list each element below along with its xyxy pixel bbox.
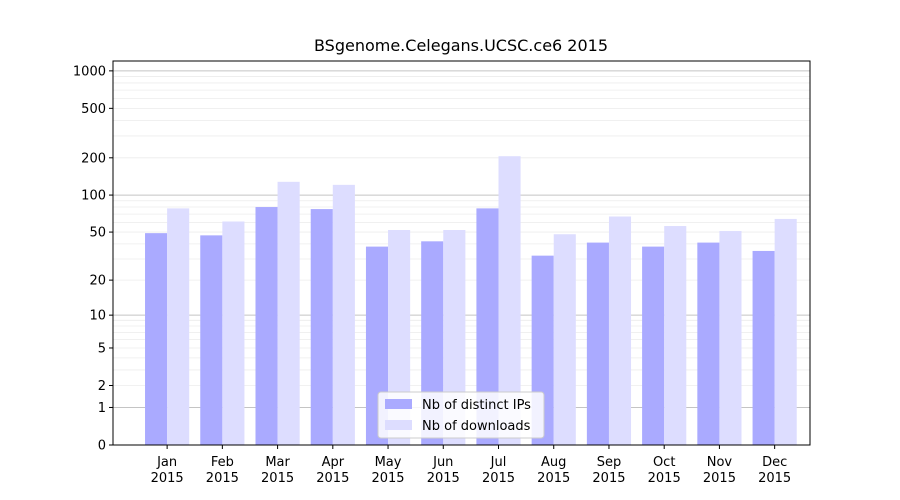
bar-distinct-ips — [476, 208, 499, 445]
x-axis: Jan2015Feb2015Mar2015Apr2015May2015Jun20… — [151, 445, 791, 486]
x-tick-label-month: Oct — [653, 455, 675, 470]
x-tick-label-year: 2015 — [482, 471, 515, 486]
bar-downloads — [277, 181, 300, 445]
bar-downloads — [498, 156, 521, 445]
x-tick-label-month: Jul — [490, 455, 507, 470]
bar-downloads — [608, 216, 632, 445]
x-tick-label-month: Jun — [432, 455, 453, 470]
plot-frame — [112, 60, 811, 446]
bar-downloads — [443, 229, 466, 445]
legend-label: Nb of distinct IPs — [422, 398, 531, 413]
x-tick-label-month: Feb — [211, 455, 234, 470]
x-tick-label-year: 2015 — [537, 471, 570, 486]
x-tick-label-year: 2015 — [703, 471, 736, 486]
bar-distinct-ips — [255, 207, 278, 445]
bar-downloads — [664, 226, 687, 445]
y-tick-label: 100 — [81, 189, 106, 204]
x-tick-label-month: Aug — [541, 455, 566, 470]
bar-downloads — [167, 208, 190, 445]
x-tick-label-year: 2015 — [206, 471, 239, 486]
bar-downloads — [719, 231, 742, 445]
bar-downloads — [553, 234, 576, 445]
x-tick-label-month: Nov — [707, 455, 733, 470]
y-tick-label: 0 — [98, 439, 106, 454]
bar-distinct-ips — [200, 235, 223, 445]
y-tick-label: 5 — [98, 341, 106, 356]
legend: Nb of distinct IPs Nb of downloads — [377, 391, 545, 439]
bar-distinct-ips — [586, 242, 609, 445]
bar-downloads — [388, 229, 411, 445]
legend-label: Nb of downloads — [422, 419, 531, 434]
x-tick-label-month: Dec — [762, 455, 787, 470]
x-tick-label-year: 2015 — [758, 471, 791, 486]
bar-distinct-ips — [752, 250, 775, 445]
x-tick-label-year: 2015 — [151, 471, 184, 486]
bar-distinct-ips — [310, 209, 333, 445]
x-tick-label-year: 2015 — [316, 471, 349, 486]
y-tick-label: 500 — [81, 102, 106, 117]
legend-box — [377, 391, 545, 439]
x-tick-label-year: 2015 — [427, 471, 460, 486]
x-tick-label-month: Jan — [156, 455, 177, 470]
y-tick-label: 10 — [89, 309, 106, 324]
bar-distinct-ips — [145, 233, 168, 445]
y-tick-label: 200 — [81, 151, 106, 166]
x-tick-label-month: Sep — [597, 455, 622, 470]
bar-distinct-ips — [697, 242, 720, 445]
bar-distinct-ips — [642, 246, 665, 445]
y-tick-label: 1 — [98, 401, 106, 416]
bar-downloads — [332, 184, 355, 445]
x-tick-label-month: Apr — [322, 455, 345, 470]
y-tick-label: 20 — [89, 274, 106, 289]
x-tick-label-year: 2015 — [648, 471, 681, 486]
x-tick-label-month: Mar — [265, 455, 290, 470]
y-tick-label: 50 — [89, 226, 106, 241]
x-tick-label-year: 2015 — [261, 471, 294, 486]
chart-title: BSgenome.Celegans.UCSC.ce6 2015 — [314, 36, 608, 55]
legend-swatch — [385, 399, 412, 409]
x-tick-label-year: 2015 — [592, 471, 625, 486]
bar-downloads — [222, 221, 245, 445]
legend-swatch — [385, 420, 412, 430]
x-tick-label-year: 2015 — [371, 471, 404, 486]
y-tick-label: 1000 — [73, 64, 106, 79]
y-tick-label: 2 — [98, 379, 106, 394]
x-tick-label-month: May — [375, 455, 402, 470]
bars — [145, 156, 797, 445]
bar-downloads — [774, 218, 797, 445]
y-axis: 0 1 2 5 10 20 50 100 200 500 1000 — [73, 64, 113, 454]
